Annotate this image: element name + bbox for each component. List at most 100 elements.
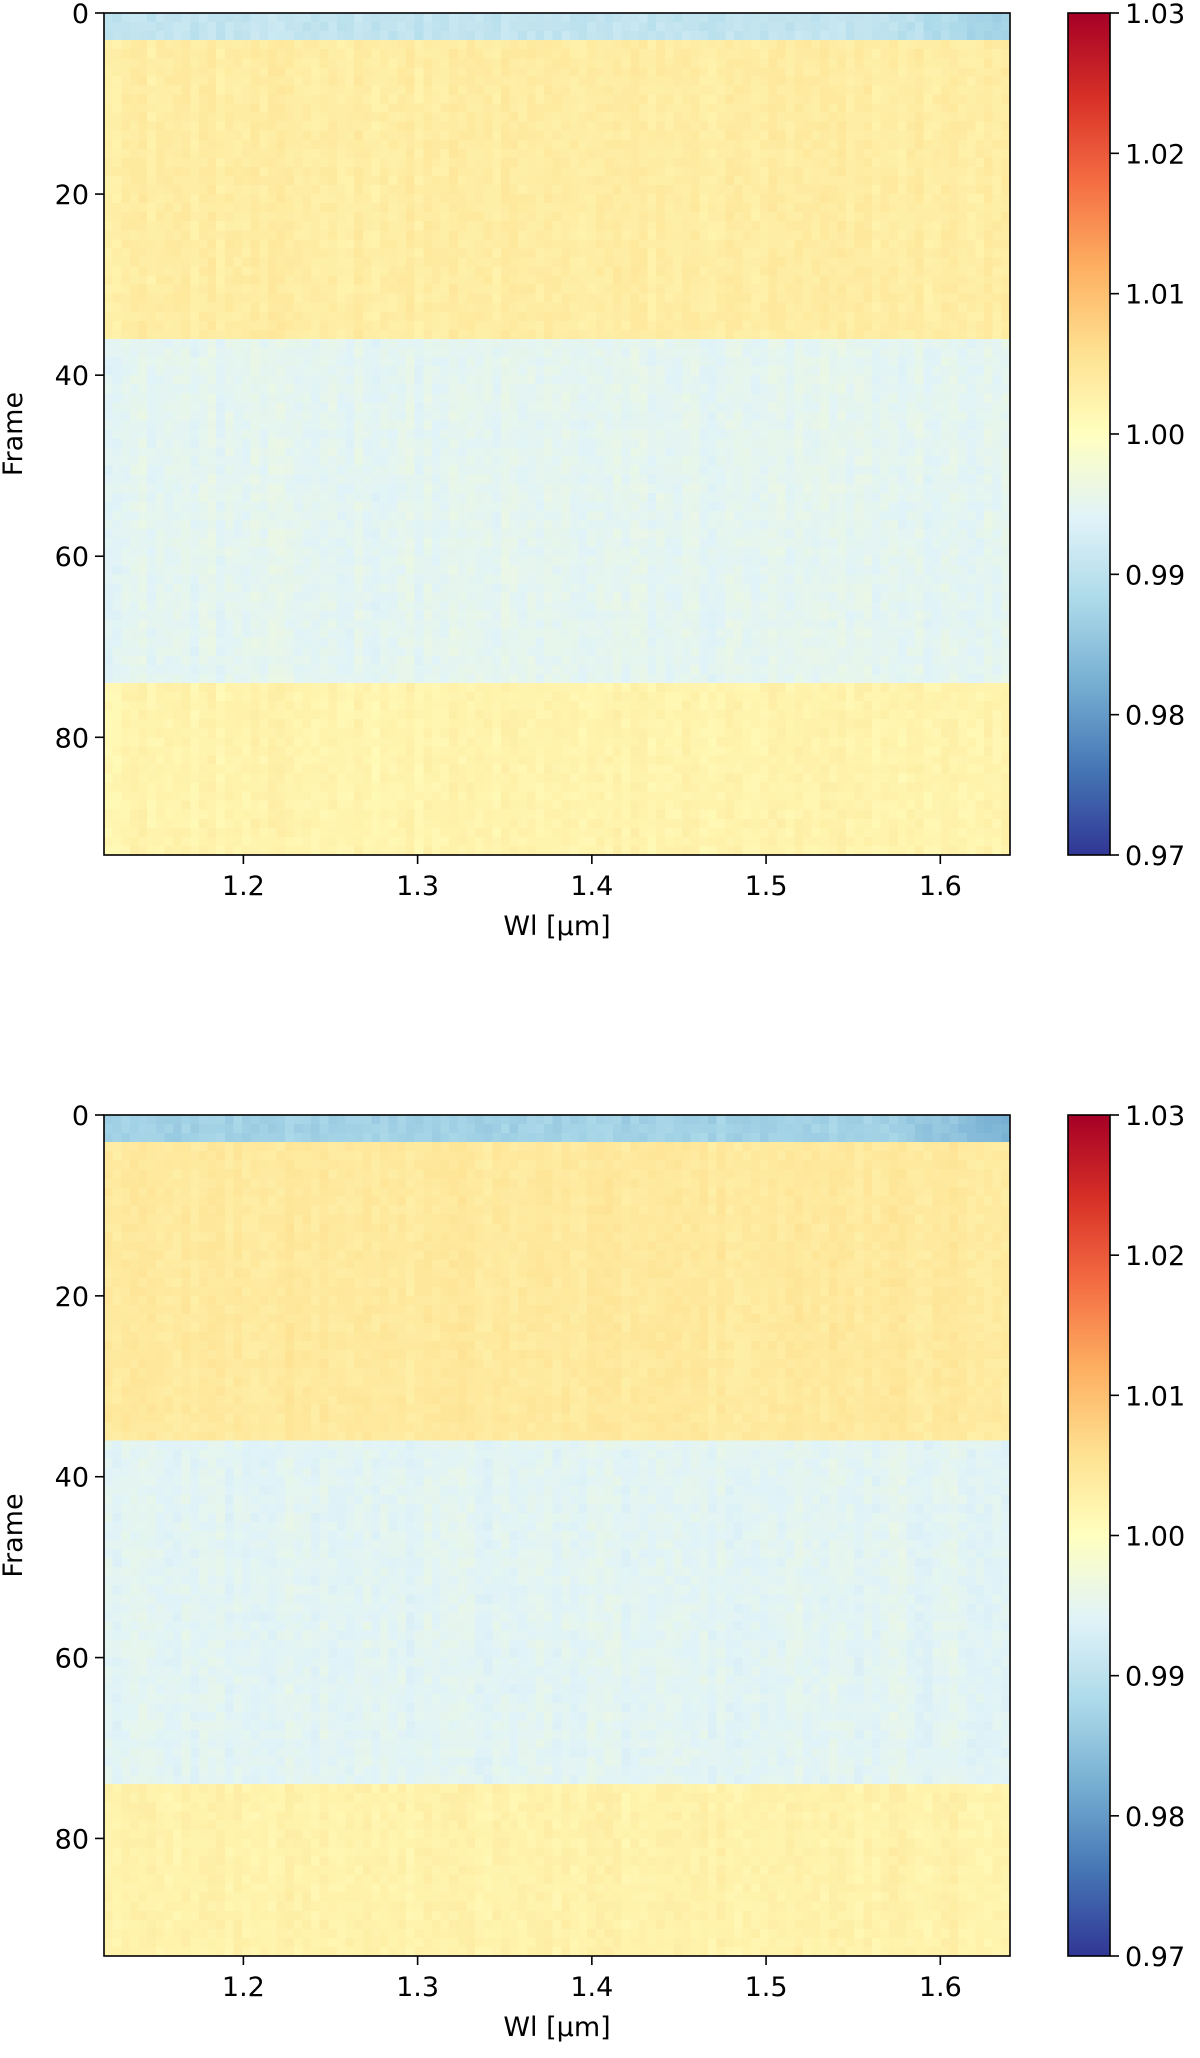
heatmap-cell	[129, 212, 140, 222]
heatmap-cell	[802, 175, 813, 186]
heatmap-cell	[345, 375, 355, 385]
heatmap-cell	[216, 320, 226, 331]
heatmap-cell	[388, 284, 398, 295]
heatmap-cell	[759, 230, 769, 240]
heatmap-cell	[828, 311, 839, 322]
heatmap-cell	[509, 76, 519, 87]
heatmap-cell	[880, 302, 890, 313]
heatmap-cell	[121, 338, 131, 349]
heatmap-cell	[604, 40, 614, 50]
heatmap-cell	[915, 121, 925, 132]
heatmap-cell	[207, 366, 217, 376]
heatmap-cell	[725, 40, 735, 50]
heatmap-cell	[535, 221, 545, 231]
heatmap-cell	[759, 148, 769, 159]
heatmap-cell	[181, 338, 191, 349]
heatmap-cell	[613, 139, 623, 150]
heatmap-cell	[871, 85, 882, 96]
heatmap-cell	[345, 94, 355, 105]
heatmap-cell	[604, 148, 614, 159]
heatmap-cell	[371, 112, 381, 123]
heatmap-cell	[975, 148, 985, 159]
heatmap-cell	[595, 31, 606, 41]
heatmap-cell	[742, 185, 752, 195]
heatmap-cell	[267, 248, 278, 259]
heatmap-cell	[828, 338, 839, 349]
heatmap-cell	[216, 230, 226, 240]
heatmap-cell	[949, 175, 959, 186]
heatmap-cell	[147, 31, 157, 41]
heatmap-cell	[725, 148, 735, 159]
heatmap-cell	[682, 130, 692, 141]
heatmap-cell	[233, 366, 243, 376]
heatmap-cell	[121, 58, 131, 68]
heatmap-cell	[147, 320, 157, 331]
heatmap-cell	[242, 284, 252, 295]
heatmap-cell	[138, 112, 148, 123]
heatmap-cell	[328, 49, 338, 59]
heatmap-cell	[483, 230, 493, 240]
heatmap-cell	[526, 384, 537, 394]
heatmap-cell	[768, 429, 778, 440]
heatmap-cell	[889, 175, 899, 186]
heatmap-cell	[250, 212, 260, 222]
heatmap-cell	[207, 148, 217, 159]
heatmap-cell	[466, 112, 476, 123]
heatmap-cell	[975, 175, 985, 186]
heatmap-cell	[716, 302, 726, 313]
heatmap-cell	[207, 221, 217, 231]
heatmap-cell	[837, 230, 847, 240]
heatmap-cell	[863, 139, 873, 150]
heatmap-cell	[500, 275, 511, 286]
heatmap-cell	[388, 58, 398, 68]
heatmap-cell	[820, 257, 830, 268]
heatmap-cell	[578, 230, 588, 240]
heatmap-cell	[664, 357, 675, 367]
heatmap-cell	[104, 429, 114, 440]
heatmap-cell	[716, 31, 726, 41]
heatmap-cell	[492, 203, 502, 213]
heatmap-cell	[328, 366, 338, 376]
heatmap-cell	[759, 302, 769, 313]
heatmap-cell	[751, 393, 761, 403]
heatmap-cell	[535, 293, 545, 304]
heatmap-cell	[475, 411, 485, 422]
heatmap-cell	[863, 130, 873, 141]
heatmap-cell	[638, 175, 649, 186]
heatmap-cell	[828, 293, 839, 304]
heatmap-cell	[595, 212, 606, 222]
heatmap-cell	[587, 166, 597, 177]
heatmap-cell	[104, 329, 114, 340]
heatmap-cell	[457, 438, 467, 449]
heatmap-cell	[708, 148, 718, 159]
heatmap-cell	[604, 347, 614, 358]
heatmap-cell	[785, 76, 795, 87]
heatmap-cell	[216, 375, 226, 385]
heatmap-cell	[138, 175, 148, 186]
heatmap-cell	[863, 103, 873, 114]
heatmap-cell	[708, 384, 718, 394]
heatmap-cell	[457, 375, 467, 385]
heatmap-cell	[552, 429, 562, 440]
heatmap-cell	[794, 85, 804, 96]
heatmap-cell	[440, 130, 450, 141]
heatmap-cell	[233, 402, 243, 412]
heatmap-cell	[664, 157, 675, 168]
heatmap-cell	[276, 203, 286, 213]
heatmap-cell	[181, 393, 191, 403]
heatmap-cell	[768, 76, 778, 87]
heatmap-cell	[742, 420, 752, 431]
heatmap-cell	[544, 148, 554, 159]
heatmap-cell	[457, 166, 467, 177]
heatmap-cell	[992, 357, 1002, 367]
heatmap-cell	[500, 157, 511, 168]
heatmap-cell	[708, 121, 718, 132]
heatmap-cell	[104, 130, 114, 141]
heatmap-cell	[406, 40, 416, 50]
heatmap-cell	[466, 130, 476, 141]
heatmap-cell	[690, 257, 700, 268]
heatmap-cell	[656, 13, 666, 23]
heatmap-cell	[535, 438, 545, 449]
heatmap-cell	[906, 329, 916, 340]
heatmap-cell	[526, 248, 537, 259]
